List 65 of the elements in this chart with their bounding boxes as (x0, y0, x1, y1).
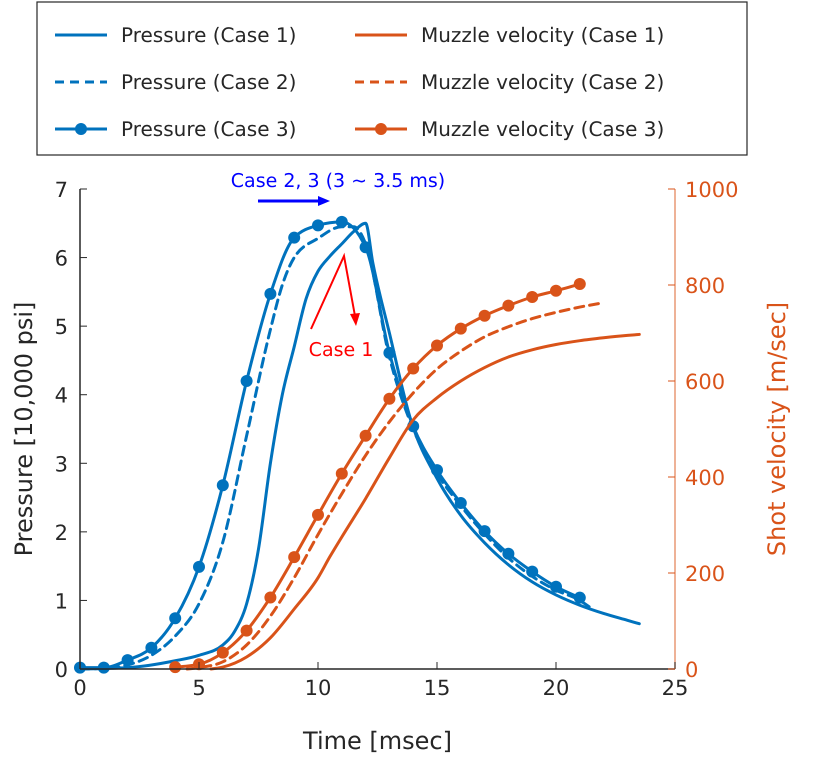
y-tick-label: 0 (54, 658, 68, 682)
point (264, 591, 276, 604)
point (240, 375, 253, 387)
point (216, 479, 229, 492)
point (169, 612, 182, 624)
x-axis-title: Time [msec] (302, 727, 452, 755)
legend-label: Muzzle velocity (Case 3) (421, 117, 664, 141)
point (312, 508, 324, 521)
point (454, 322, 467, 335)
legend-label: Muzzle velocity (Case 2) (421, 70, 664, 94)
y2-tick-label: 200 (685, 562, 726, 586)
y-tick-label: 2 (54, 520, 68, 545)
point (383, 392, 396, 405)
point (288, 551, 300, 564)
point (383, 346, 396, 359)
point (431, 339, 443, 352)
y2-tick-label: 400 (685, 466, 726, 490)
point (193, 658, 205, 670)
y-tick-label: 5 (54, 315, 68, 340)
x-tick-label: 20 (542, 676, 570, 700)
point (193, 560, 205, 573)
legend-label: Pressure (Case 2) (121, 70, 296, 94)
y-tick-label: 1 (54, 589, 68, 614)
legend-label: Muzzle velocity (Case 1) (421, 23, 664, 47)
point (336, 468, 348, 480)
point (454, 497, 467, 510)
point (240, 624, 253, 637)
y2-tick-label: 1000 (685, 178, 738, 202)
x-tick-label: 10 (304, 676, 332, 700)
y-tick-label: 6 (54, 246, 68, 271)
y2-axis-title: Shot velocity [m/sec] (763, 302, 791, 556)
annotation: Case 1 (308, 339, 374, 361)
y2-tick-label: 800 (685, 274, 726, 298)
point (550, 284, 562, 297)
annotation: Case 2, 3 (3 ~ 3.5 ms) (230, 170, 446, 192)
point (145, 642, 158, 654)
legend-label: Pressure (Case 3) (121, 117, 296, 141)
x-tick-label: 15 (424, 676, 450, 700)
point (526, 566, 538, 578)
x-tick-label: 0 (73, 676, 87, 700)
y-tick-label: 3 (54, 452, 68, 476)
point (216, 646, 229, 659)
point (360, 430, 372, 442)
point (288, 232, 300, 244)
point (407, 362, 420, 375)
point (502, 548, 514, 560)
point (336, 216, 348, 228)
point (312, 219, 324, 232)
point (478, 310, 491, 322)
point (574, 278, 586, 290)
point (478, 525, 491, 538)
x-tick-label: 5 (192, 676, 206, 700)
point (360, 241, 372, 254)
y-tick-label: 4 (54, 384, 68, 408)
point (122, 654, 134, 666)
point (264, 288, 276, 300)
y-axis-title: Pressure [10,000 psi] (10, 302, 38, 556)
point (431, 464, 443, 476)
point (526, 291, 538, 303)
point (550, 580, 562, 593)
y-tick-label: 7 (54, 178, 68, 202)
point (502, 300, 514, 312)
point (574, 592, 586, 604)
legend-label: Pressure (Case 1) (121, 23, 296, 47)
y2-tick-label: 600 (685, 370, 726, 394)
